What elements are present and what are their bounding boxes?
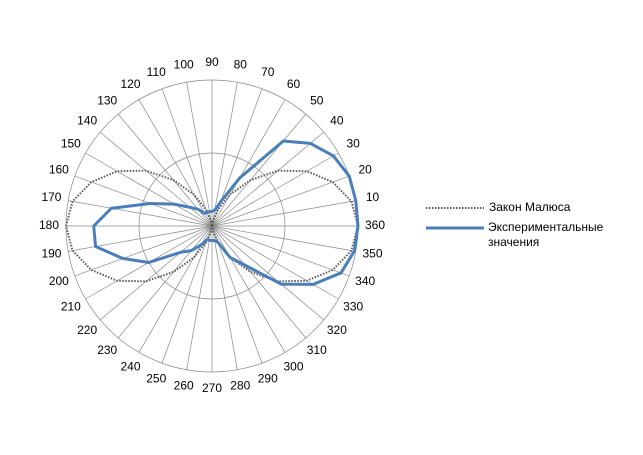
angle-label: 50 [310,93,324,107]
series-line [65,169,359,283]
spoke [68,225,213,252]
angle-label: 220 [77,323,97,337]
spoke [211,225,307,339]
angle-label: 290 [258,371,278,385]
angle-label: 230 [97,343,117,357]
spoke [211,152,339,227]
spoke [211,225,339,300]
angle-label: 30 [346,137,360,151]
spoke [211,82,238,227]
spoke [211,225,286,353]
spoke [74,175,213,227]
spoke [211,225,356,252]
angle-label: 190 [41,246,61,260]
angle-label: 280 [230,379,250,393]
legend-label: Закон Малюса [489,200,571,214]
spoke [161,225,213,364]
angle-label: 110 [147,65,166,79]
angle-label: 340 [355,274,375,288]
angle-label: 120 [120,77,140,91]
angle-label: 300 [283,359,303,373]
angle-label: 200 [49,274,69,288]
angle-label: 180 [39,218,59,232]
angle-label: 330 [343,300,363,314]
angle-label: 40 [330,113,344,127]
spoke [117,225,213,339]
angle-label: 310 [307,343,327,357]
spoke [211,225,325,321]
angle-label: 210 [61,300,81,314]
angle-label: 90 [205,55,219,69]
angle-label: 60 [287,77,301,91]
angle-label: 70 [261,65,275,79]
angle-label: 350 [363,246,383,260]
angle-label: 100 [174,58,194,72]
angle-label: 80 [234,58,248,72]
spoke [211,225,263,364]
angle-label: 10 [366,190,380,204]
spoke [99,131,213,227]
spoke [68,200,213,227]
angle-label: 140 [77,113,97,127]
spoke [211,99,286,227]
spoke [85,152,213,227]
angle-label: 150 [61,137,81,151]
angle-label: 320 [327,323,347,337]
angle-label: 170 [41,190,61,204]
series-line [92,139,360,286]
legend-label-box: Экспериментальные значения [488,220,604,249]
spoke [211,175,350,227]
angle-label: 130 [97,93,117,107]
spoke [74,225,213,277]
angle-label: 20 [358,162,372,176]
spoke [161,88,213,227]
spoke [138,99,213,227]
angle-label: 260 [174,379,194,393]
spoke [211,225,238,370]
spoke [211,131,325,227]
angle-label: 240 [120,359,140,373]
spoke [211,113,307,227]
spoke [99,225,213,321]
angle-label: 270 [202,381,222,395]
spoke [211,225,350,277]
angle-label: 360 [365,218,385,232]
spoke [186,82,213,227]
legend-label: Экспериментальные значения [488,220,604,249]
angle-label: 250 [146,371,166,385]
spoke [186,225,213,370]
spoke [211,200,356,227]
angle-label: 160 [49,162,69,176]
